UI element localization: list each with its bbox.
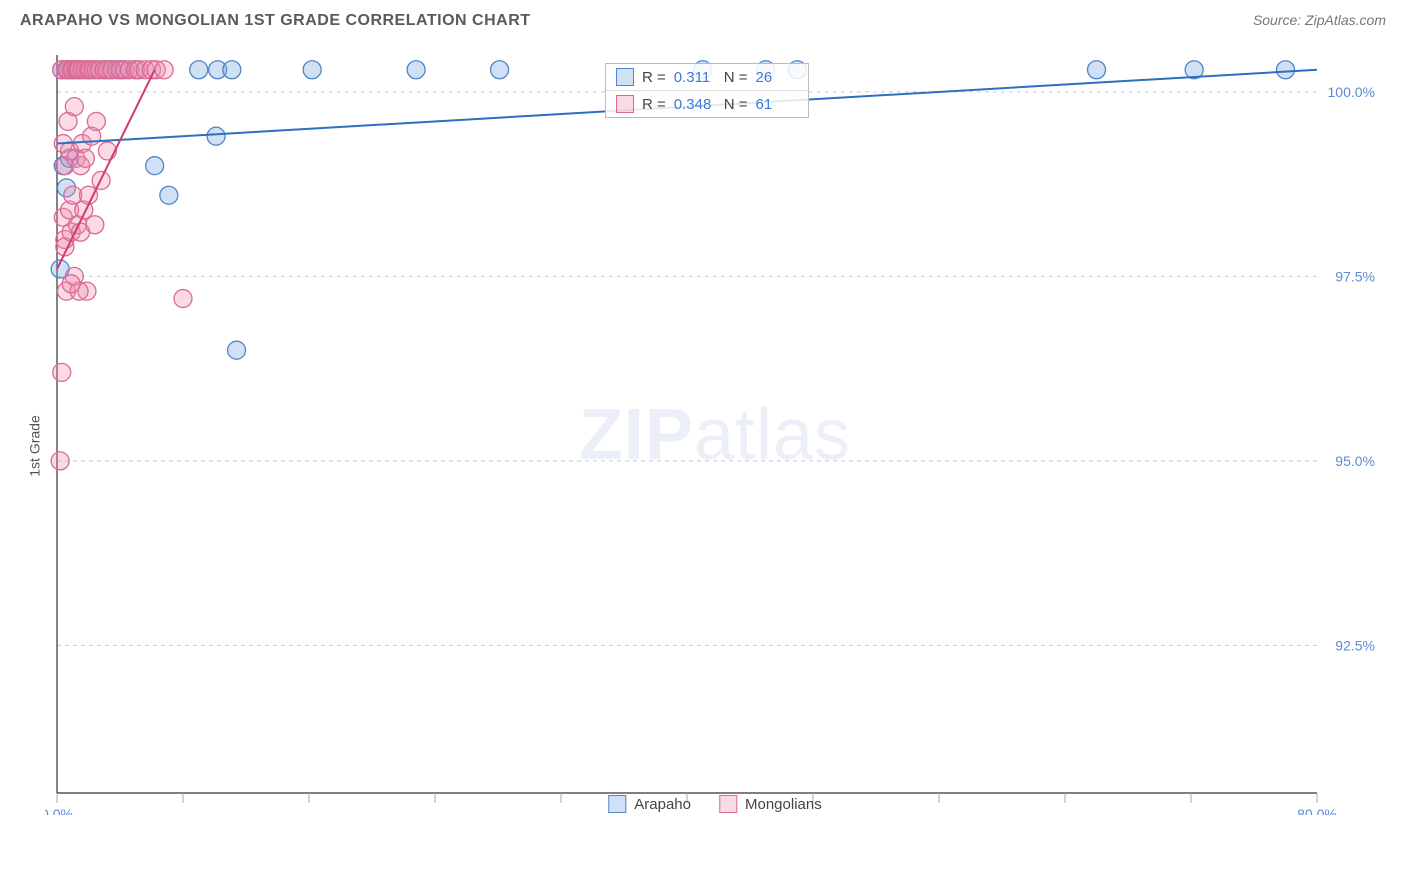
svg-text:95.0%: 95.0%: [1335, 453, 1375, 469]
data-point: [160, 186, 178, 204]
n-label: N =: [724, 69, 748, 86]
legend-item: Arapaho: [608, 795, 691, 813]
data-point: [303, 61, 321, 79]
legend-label: Arapaho: [634, 796, 691, 813]
r-label: R =: [642, 69, 666, 86]
correlation-row: R = 0.348 N = 61: [606, 91, 808, 117]
scatter-chart: 92.5% 95.0% 97.5% 100.0% 0.0% 80.0%: [45, 55, 1385, 815]
svg-text:92.5%: 92.5%: [1335, 637, 1375, 653]
n-value: 61: [756, 96, 798, 113]
data-point: [76, 149, 94, 167]
svg-text:80.0%: 80.0%: [1297, 806, 1337, 815]
data-point: [98, 142, 116, 160]
series-legend: Arapaho Mongolians: [608, 795, 821, 813]
plot-area: ZIPatlas 92.5%95.0%97.5%100.0%0.0%80.0% …: [45, 55, 1385, 815]
data-point: [87, 112, 105, 130]
data-point: [223, 61, 241, 79]
data-point: [1088, 61, 1106, 79]
n-label: N =: [724, 96, 748, 113]
series-swatch: [616, 68, 634, 86]
data-point: [1277, 61, 1295, 79]
r-value: 0.311: [674, 69, 716, 86]
data-point: [80, 186, 98, 204]
data-point: [62, 275, 80, 293]
y-axis-label: 1st Grade: [27, 415, 43, 476]
legend-swatch: [719, 795, 737, 813]
data-point: [53, 363, 71, 381]
r-value: 0.348: [674, 96, 716, 113]
n-value: 26: [756, 69, 798, 86]
legend-label: Mongolians: [745, 796, 822, 813]
svg-text:100.0%: 100.0%: [1328, 84, 1375, 100]
chart-title: ARAPAHO VS MONGOLIAN 1ST GRADE CORRELATI…: [20, 12, 531, 30]
data-point: [190, 61, 208, 79]
r-label: R =: [642, 96, 666, 113]
data-point: [155, 61, 173, 79]
data-point: [65, 98, 83, 116]
correlation-legend: R = 0.311 N = 26 R = 0.348 N = 61: [605, 63, 809, 118]
series-swatch: [616, 95, 634, 113]
data-point: [51, 452, 69, 470]
svg-text:97.5%: 97.5%: [1335, 268, 1375, 284]
legend-item: Mongolians: [719, 795, 822, 813]
source-label: Source: ZipAtlas.com: [1253, 12, 1386, 28]
data-point: [86, 216, 104, 234]
correlation-row: R = 0.311 N = 26: [606, 64, 808, 91]
header-row: ARAPAHO VS MONGOLIAN 1ST GRADE CORRELATI…: [0, 0, 1406, 36]
data-point: [228, 341, 246, 359]
data-point: [491, 61, 509, 79]
svg-text:0.0%: 0.0%: [45, 806, 73, 815]
legend-swatch: [608, 795, 626, 813]
data-point: [407, 61, 425, 79]
data-point: [174, 290, 192, 308]
data-point: [207, 127, 225, 145]
data-point: [146, 157, 164, 175]
